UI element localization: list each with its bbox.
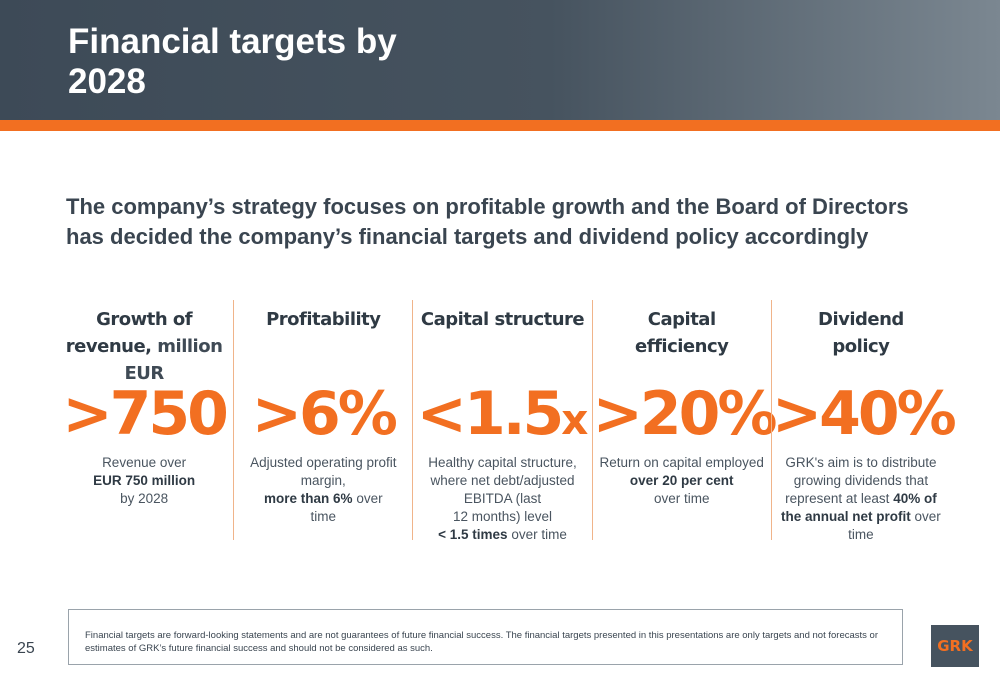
disclaimer-text: Financial targets are forward-looking st… xyxy=(85,630,878,654)
column-heading: Growth of revenue, million EUR xyxy=(55,306,233,387)
desc-text: growing dividends that xyxy=(793,473,929,488)
target-value: >20% xyxy=(592,379,778,449)
target-description: Healthy capital structure, where net deb… xyxy=(417,454,587,544)
desc-text: over time xyxy=(511,527,567,542)
desc-text: Revenue over xyxy=(102,455,187,470)
intro-line-1: The company’s strategy focuses on profit… xyxy=(66,194,909,219)
desc-bold: < 1.5 times xyxy=(438,527,508,542)
desc-text: EBITDA (last xyxy=(463,491,542,506)
desc-text: over time xyxy=(653,491,710,506)
target-description: Return on capital employed over 20 per c… xyxy=(597,454,767,508)
target-description: Revenue over EUR 750 million by 2028 xyxy=(59,454,229,508)
desc-bold: 40% of xyxy=(893,491,937,506)
company-logo: GRK xyxy=(931,625,979,667)
desc-bold: EUR 750 million xyxy=(93,473,196,488)
desc-text: Healthy capital structure, xyxy=(428,455,577,470)
desc-text: over xyxy=(914,509,941,524)
accent-divider xyxy=(0,120,1000,131)
title-line-1: Financial targets by xyxy=(68,22,397,61)
target-value: <1.5x xyxy=(413,378,591,456)
desc-text: time xyxy=(310,509,337,524)
page-title: Financial targets by 2028 xyxy=(68,22,397,102)
logo-text: GRK xyxy=(937,637,973,655)
column-heading: Capital efficiency xyxy=(593,306,771,360)
target-value: >750 xyxy=(62,379,229,449)
target-column-profitability: Profitability >6% Adjusted operating pro… xyxy=(233,300,412,540)
value-suffix: x xyxy=(561,395,589,444)
heading-text: Profitability xyxy=(266,309,381,330)
column-heading: Capital structure xyxy=(413,306,591,333)
desc-bold: the annual net profit xyxy=(781,509,911,524)
desc-text: over xyxy=(356,491,383,506)
target-description: Adjusted operating profit margin, more t… xyxy=(238,454,408,526)
desc-text: GRK's aim is to distribute xyxy=(785,455,937,470)
desc-text: margin, xyxy=(300,473,346,488)
target-column-capital-efficiency: Capital efficiency >20% Return on capita… xyxy=(591,300,778,540)
intro-line-2: has decided the company’s financial targ… xyxy=(66,224,869,249)
heading-text: Dividend xyxy=(818,309,904,330)
intro-text: The company’s strategy focuses on profit… xyxy=(66,192,926,252)
heading-text: Capital xyxy=(647,309,716,330)
disclaimer-box: Financial targets are forward-looking st… xyxy=(68,609,903,665)
heading-text: policy xyxy=(832,336,890,357)
desc-text: by 2028 xyxy=(120,491,169,506)
desc-text: represent at least xyxy=(785,491,890,506)
desc-bold: over 20 per cent xyxy=(629,473,734,488)
targets-columns: Growth of revenue, million EUR >750 Reve… xyxy=(55,300,957,542)
target-value: >6% xyxy=(251,379,398,449)
desc-bold: more than 6% xyxy=(264,491,353,506)
target-column-capital-structure: Capital structure <1.5x Healthy capital … xyxy=(412,300,591,542)
desc-text: 12 months) level xyxy=(452,509,553,524)
column-heading: Profitability xyxy=(234,306,412,333)
heading-text: efficiency xyxy=(635,336,729,357)
value-main: <1.5 xyxy=(416,379,565,449)
page-number: 25 xyxy=(17,640,35,657)
target-description: GRK's aim is to distribute growing divid… xyxy=(776,454,946,544)
heading-text: revenue, xyxy=(65,336,152,357)
desc-text: Adjusted operating profit xyxy=(250,455,397,470)
heading-text: Growth of xyxy=(96,309,193,330)
header-banner: Financial targets by 2028 xyxy=(0,0,1000,120)
target-value: >40% xyxy=(771,379,957,449)
column-heading: Dividend policy xyxy=(772,306,950,360)
target-column-dividend-policy: Dividend policy >40% GRK's aim is to dis… xyxy=(770,300,957,542)
heading-text: million xyxy=(157,336,223,357)
desc-text: Return on capital employed xyxy=(599,455,764,470)
heading-text: Capital structure xyxy=(420,309,585,330)
heading-text: EUR xyxy=(124,363,164,384)
target-column-revenue: Growth of revenue, million EUR >750 Reve… xyxy=(55,300,233,540)
title-line-2: 2028 xyxy=(68,62,146,101)
desc-text: time xyxy=(848,527,874,542)
desc-text: where net debt/adjusted xyxy=(430,473,575,488)
